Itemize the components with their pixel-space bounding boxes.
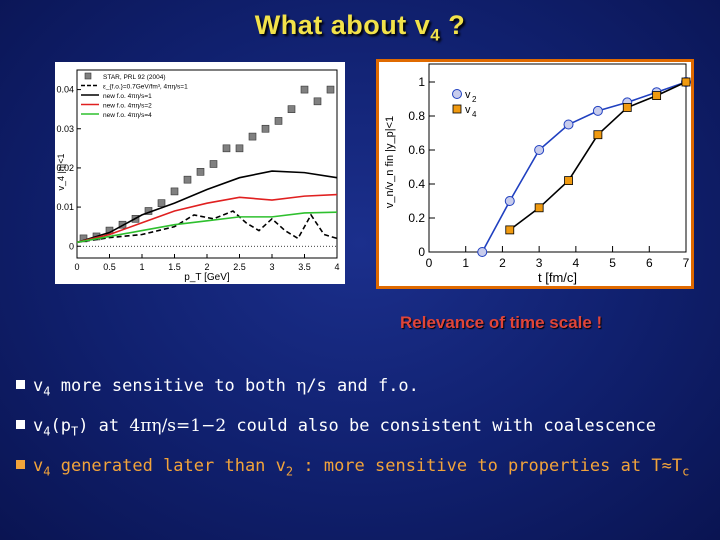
v4-data-point <box>593 130 603 140</box>
legend-marker <box>84 72 92 80</box>
v4-data-point <box>534 203 544 213</box>
y-tick-label: 1 <box>418 75 425 89</box>
x-tick-label: 3 <box>536 256 543 270</box>
x-tick-label: 3 <box>269 262 274 272</box>
y-tick-label: 0 <box>418 245 425 259</box>
v4-data-point <box>681 77 691 87</box>
v2-data-point <box>504 196 515 206</box>
v4-data-point <box>622 103 632 112</box>
star-data-point <box>157 199 166 207</box>
x-tick-label: 2.5 <box>233 262 246 272</box>
x-tick-label: 1.5 <box>168 262 181 272</box>
x-tick-label: 0.5 <box>103 262 116 272</box>
bullet-marker <box>16 460 25 469</box>
star-data-point <box>326 85 335 94</box>
star-data-point <box>313 97 322 106</box>
legend-label: STAR, PRL 92 (2004) <box>103 74 166 81</box>
legend-label-sub: 2 <box>472 95 477 104</box>
star-data-point <box>261 124 270 133</box>
legend-label-sub: 4 <box>472 110 477 119</box>
series-line-0 <box>481 81 687 253</box>
v2-data-point <box>592 105 603 116</box>
y-tick-label: 0.04 <box>56 85 74 95</box>
x-tick-label: 5 <box>609 256 616 270</box>
y-tick-label: 0.02 <box>56 163 74 173</box>
star-data-point <box>222 144 231 153</box>
y-tick-label: 0 <box>69 241 74 251</box>
y-tick-label: 0.2 <box>408 211 425 225</box>
y-tick-label: 0.6 <box>408 143 425 157</box>
legend-label: new f.o. 4πη/s=1 <box>103 93 152 100</box>
x-tick-label: 2 <box>499 256 506 270</box>
star-data-point <box>287 105 296 113</box>
x-axis-label: p_T [GeV] <box>184 272 230 283</box>
bullet-item-1: v4 more sensitive to both η/s and f.o. <box>16 376 689 416</box>
x-tick-label: 1 <box>462 256 469 270</box>
star-data-point <box>274 117 283 125</box>
bullet-item-3: v4 generated later than v2 : more sensit… <box>16 456 689 496</box>
legend-label: new f.o. 4πη/s=4 <box>103 112 152 119</box>
v4-data-point <box>652 91 662 101</box>
star-data-point <box>183 175 192 184</box>
star-data-point <box>300 85 309 94</box>
y-tick-label: 0.01 <box>56 202 74 212</box>
x-tick-label: 4 <box>573 256 580 270</box>
v2-data-point <box>477 247 488 257</box>
v4-data-point <box>564 176 573 185</box>
bullet-list: v4 more sensitive to both η/s and f.o. v… <box>16 376 689 496</box>
x-tick-label: 0 <box>426 256 433 270</box>
relevance-note: Relevance of time scale ! <box>400 313 603 332</box>
y-tick-label: 0.03 <box>56 124 74 134</box>
bullet-item-2: v4(pT) at 4πη/s=1−2 could also be consis… <box>16 416 689 456</box>
y-axis-label: v_n/v_n fin |y_p|<1 <box>384 116 396 208</box>
star-data-point <box>170 187 179 196</box>
legend-marker <box>452 104 462 114</box>
series-line-3 <box>76 193 338 244</box>
x-tick-label: 0 <box>74 262 79 272</box>
star-data-point <box>235 144 244 153</box>
star-v4-pt-chart-panel: 0 0.5 1 1.5 2 2.5 3 3.5 4 0 0.01 0.02 0.03 0.04 p_T [G… <box>55 62 345 284</box>
bullet-marker <box>16 420 25 429</box>
legend-label: v <box>465 89 471 101</box>
plot-frame <box>428 63 687 253</box>
vn-time-evolution-chart-panel: 0 1 2 3 4 5 6 7 0 0.2 0.4 0.6 0.8 1 t [fm/c] v_n/v_n fi… <box>376 59 694 289</box>
y-tick-label: 0.4 <box>408 177 425 191</box>
legend-label: v <box>465 104 471 116</box>
v2-data-point <box>534 145 545 155</box>
star-data-point <box>209 160 218 168</box>
star-data-point <box>196 168 205 176</box>
x-tick-label: 1 <box>139 262 144 272</box>
bullet-marker <box>16 380 25 389</box>
legend-label: new f.o. 4πη/s=2 <box>103 103 152 110</box>
legend-label: ε_{f.o.}=0.7GeV/fm³, 4πη/s=1 <box>103 84 188 91</box>
series-line-4 <box>76 211 338 244</box>
x-tick-label: 7 <box>683 256 690 270</box>
x-tick-label: 4 <box>334 262 339 272</box>
star-data-point <box>248 132 257 141</box>
y-tick-label: 0.8 <box>408 109 425 123</box>
v2-data-point <box>563 119 574 130</box>
x-tick-label: 2 <box>204 262 209 272</box>
x-axis-label: t [fm/c] <box>538 270 577 285</box>
slide-title: What about v4 ? <box>254 10 466 45</box>
v4-data-point <box>505 225 515 235</box>
vn-vs-time-chart: 0 1 2 3 4 5 6 7 0 0.2 0.4 0.6 0.8 1 t [fm/c] v_n/v_n fi… <box>384 63 691 285</box>
series-line-2 <box>76 170 338 244</box>
x-tick-label: 6 <box>646 256 653 270</box>
x-tick-label: 3.5 <box>298 262 311 272</box>
series-line-1 <box>76 210 338 244</box>
v4-vs-pt-chart: 0 0.5 1 1.5 2 2.5 3 3.5 4 0 0.01 0.02 0.03 0.04 p_T [G… <box>56 69 340 283</box>
legend-marker <box>452 89 462 99</box>
y-axis-label: v_4 |η|<1 <box>56 154 66 191</box>
